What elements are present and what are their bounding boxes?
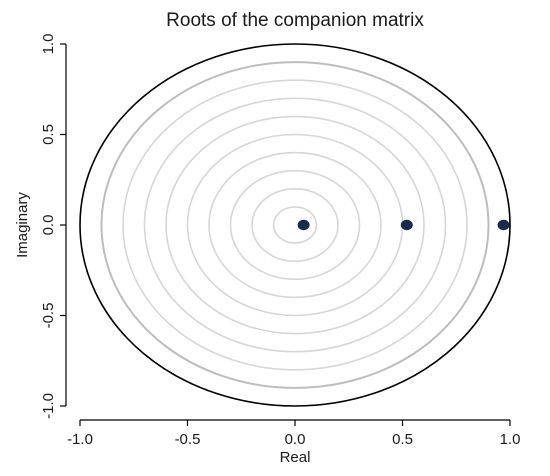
ticks-layer: -1.0 -0.5 0.0 0.5 1.0 -1.0 -0.5 0.0 0.5 1.0 (40, 34, 520, 448)
x-tick-label: -1.0 (67, 431, 93, 448)
root-point (497, 219, 510, 231)
x-tick-label: 0.5 (392, 431, 413, 448)
chart-title: Roots of the companion matrix (166, 10, 424, 31)
unit-circle (79, 43, 511, 407)
x-tick-label: 1.0 (500, 431, 521, 448)
root-point (400, 219, 413, 231)
reference-circle (100, 61, 490, 389)
reference-circle (272, 206, 318, 244)
x-tick-label: -0.5 (175, 431, 201, 448)
reference-circle (251, 188, 339, 263)
y-axis-label: Imaginary (14, 192, 31, 258)
y-tick-label: 0.0 (40, 215, 57, 236)
reference-circle (208, 151, 382, 299)
reference-circle (229, 169, 361, 281)
reference-circle (143, 97, 447, 353)
reference-circle (122, 79, 468, 371)
root-point (297, 219, 310, 231)
y-tick-label: 0.5 (40, 124, 57, 145)
reference-circles-layer (79, 43, 511, 407)
points-layer (297, 219, 510, 231)
reference-circle (165, 115, 425, 335)
x-tick-label: 0.0 (285, 431, 306, 448)
y-tick-label: -1.0 (40, 393, 57, 419)
reference-circle (186, 133, 404, 317)
x-axis-label: Real (280, 449, 311, 466)
axes-layer (65, 44, 510, 421)
y-tick-label: 1.0 (40, 34, 57, 55)
y-tick-label: -0.5 (40, 303, 57, 329)
